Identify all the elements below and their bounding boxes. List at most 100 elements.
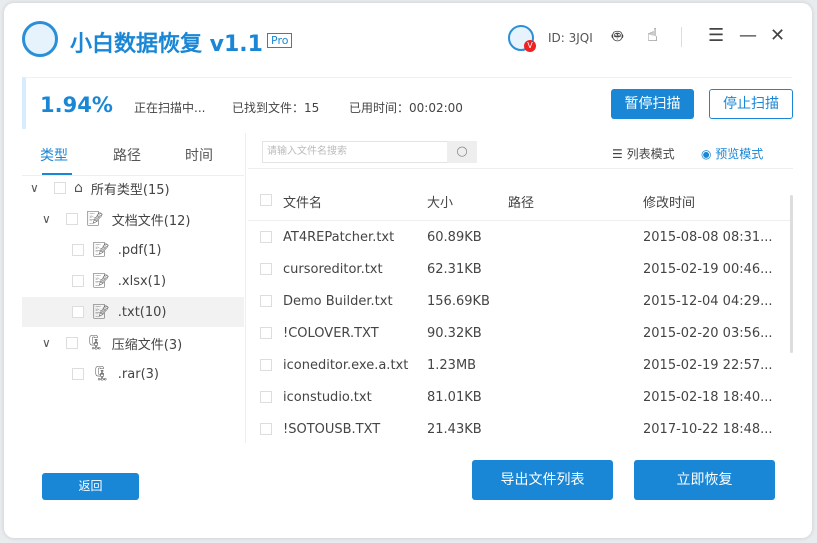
divider [22, 175, 244, 176]
scan-progress-bar [22, 77, 792, 129]
select-all-checkbox[interactable] [260, 194, 272, 206]
eye-icon: ◉ [701, 147, 716, 161]
row-checkbox[interactable] [260, 263, 272, 275]
tree-checkbox[interactable] [66, 337, 78, 349]
list-mode-button[interactable]: ☰ 列表模式 [612, 145, 675, 162]
search-icon[interactable]: ○ [447, 141, 477, 163]
table-row[interactable]: iconstudio.txt 81.01KB 2015-02-18 18:40.… [248, 381, 793, 413]
user-id: ID: 3JQI [548, 31, 593, 45]
export-file-list-button[interactable]: 导出文件列表 [472, 460, 613, 500]
tree-item[interactable]: ∨ ⌂ 所有类型(15) [22, 173, 244, 203]
preview-mode-button[interactable]: ◉ 预览模式 [701, 145, 763, 162]
avatar[interactable] [508, 25, 534, 51]
tab-path[interactable]: 路径 [113, 148, 141, 164]
menu-icon[interactable]: ☰ [708, 25, 725, 46]
divider [681, 27, 682, 47]
column-header-name[interactable]: 文件名 [283, 196, 323, 211]
file-name: Demo Builder.txt [283, 294, 393, 309]
file-size: 1.23MB [427, 358, 477, 373]
tree-checkbox[interactable] [72, 275, 84, 287]
column-header-path[interactable]: 路径 [508, 196, 535, 211]
file-name: iconeditor.exe.a.txt [283, 358, 409, 373]
table-row[interactable]: AT4REPatcher.txt 60.89KB 2015-08-08 08:3… [248, 221, 793, 253]
file-modified: 2015-02-19 00:46... [643, 262, 773, 277]
vip-badge: V [524, 40, 536, 52]
tree-item-label: .rar(3) [117, 366, 159, 382]
robot-icon[interactable]: 🤖︎ [612, 26, 623, 47]
divider [245, 133, 246, 443]
row-checkbox[interactable] [260, 295, 272, 307]
chevron-down-icon[interactable]: ∨ [42, 336, 51, 350]
tree-checkbox[interactable] [72, 244, 84, 256]
close-icon[interactable]: ✕ [770, 25, 786, 46]
back-button[interactable]: 返回 [42, 473, 139, 500]
pause-scan-button[interactable]: 暂停扫描 [611, 89, 694, 119]
hand-pointer-icon[interactable]: ☝︎ [647, 25, 658, 46]
search-input[interactable]: 请输入文件名搜索 [262, 141, 476, 163]
tree-item[interactable]: 📝︎ .pdf(1) [22, 235, 244, 265]
zip-icon: 🗜︎ [92, 366, 110, 382]
file-size: 81.01KB [427, 390, 482, 405]
row-checkbox[interactable] [260, 231, 272, 243]
file-name: cursoreditor.txt [283, 262, 383, 277]
tree-item-label: .xlsx(1) [117, 273, 167, 289]
tree-item-label: 压缩文件(3) [111, 337, 183, 353]
scan-percent: 1.94% [40, 93, 113, 117]
file-name: !SOTOUSB.TXT [283, 422, 381, 437]
tree-checkbox[interactable] [72, 368, 84, 380]
list-mode-label: 列表模式 [626, 147, 675, 161]
pro-badge: Pro [267, 33, 293, 48]
table-row[interactable]: Demo Builder.txt 156.69KB 2015-12-04 04:… [248, 285, 793, 317]
row-checkbox[interactable] [260, 423, 272, 435]
chevron-down-icon[interactable]: ∨ [42, 212, 51, 226]
row-checkbox[interactable] [260, 327, 272, 339]
zip-icon: 🗜︎ [86, 335, 104, 351]
minimize-icon[interactable]: — [739, 25, 757, 46]
column-header-modified[interactable]: 修改时间 [643, 196, 696, 211]
row-checkbox[interactable] [260, 359, 272, 371]
elapsed-time: 已用时间：00:02:00 [349, 101, 463, 115]
tree-checkbox[interactable] [72, 306, 84, 318]
tree-item[interactable]: 🗜︎ .rar(3) [22, 359, 244, 389]
tree-item-label: .txt(10) [117, 304, 167, 320]
app-logo [22, 21, 58, 57]
tab-type[interactable]: 类型 [40, 148, 68, 164]
column-header-size[interactable]: 大小 [427, 196, 454, 211]
recover-now-button[interactable]: 立即恢复 [634, 460, 775, 500]
list-icon: ☰ [612, 147, 627, 161]
active-tab-indicator [42, 173, 72, 175]
document-icon: 📝︎ [92, 242, 110, 258]
tree-checkbox[interactable] [54, 182, 66, 194]
document-icon: 📝︎ [92, 304, 110, 320]
file-modified: 2015-02-18 18:40... [643, 390, 773, 405]
file-size: 90.32KB [427, 326, 482, 341]
table-row[interactable]: !SOTOUSB.TXT 21.43KB 2017-10-22 18:48... [248, 413, 793, 445]
files-found: 已找到文件：15 [232, 101, 320, 115]
tab-time[interactable]: 时间 [185, 148, 213, 164]
scrollbar[interactable] [790, 195, 793, 353]
drive-icon: ⌂ [74, 180, 83, 196]
app-title: 小白数据恢复 v1.1 [70, 32, 263, 57]
table-row[interactable]: iconeditor.exe.a.txt 1.23MB 2015-02-19 2… [248, 349, 793, 381]
table-row[interactable]: !COLOVER.TXT 90.32KB 2015-02-20 03:56... [248, 317, 793, 349]
file-size: 156.69KB [427, 294, 490, 309]
tree-item[interactable]: ∨ 📝︎ 文档文件(12) [22, 204, 244, 234]
document-icon: 📝︎ [92, 273, 110, 289]
app-window: 小白数据恢复 v1.1 Pro V ID: 3JQI 🤖︎ ☝︎ ☰ — ✕ 1… [4, 3, 812, 538]
file-name: AT4REPatcher.txt [283, 230, 395, 245]
file-size: 62.31KB [427, 262, 482, 277]
tree-item-label: 所有类型(15) [90, 182, 170, 198]
scan-status: 正在扫描中... [134, 101, 206, 115]
tree-item[interactable]: ∨ 🗜︎ 压缩文件(3) [22, 328, 244, 358]
chevron-down-icon[interactable]: ∨ [30, 181, 39, 195]
tree-item[interactable]: 📝︎ .xlsx(1) [22, 266, 244, 296]
tree-item-label: .pdf(1) [117, 242, 162, 258]
file-modified: 2017-10-22 18:48... [643, 422, 773, 437]
row-checkbox[interactable] [260, 391, 272, 403]
tree-checkbox[interactable] [66, 213, 78, 225]
stop-scan-button[interactable]: 停止扫描 [709, 89, 793, 119]
file-modified: 2015-02-20 03:56... [643, 326, 773, 341]
tree-item[interactable]: 📝︎ .txt(10) [22, 297, 244, 327]
file-modified: 2015-02-19 22:57... [643, 358, 773, 373]
table-row[interactable]: cursoreditor.txt 62.31KB 2015-02-19 00:4… [248, 253, 793, 285]
